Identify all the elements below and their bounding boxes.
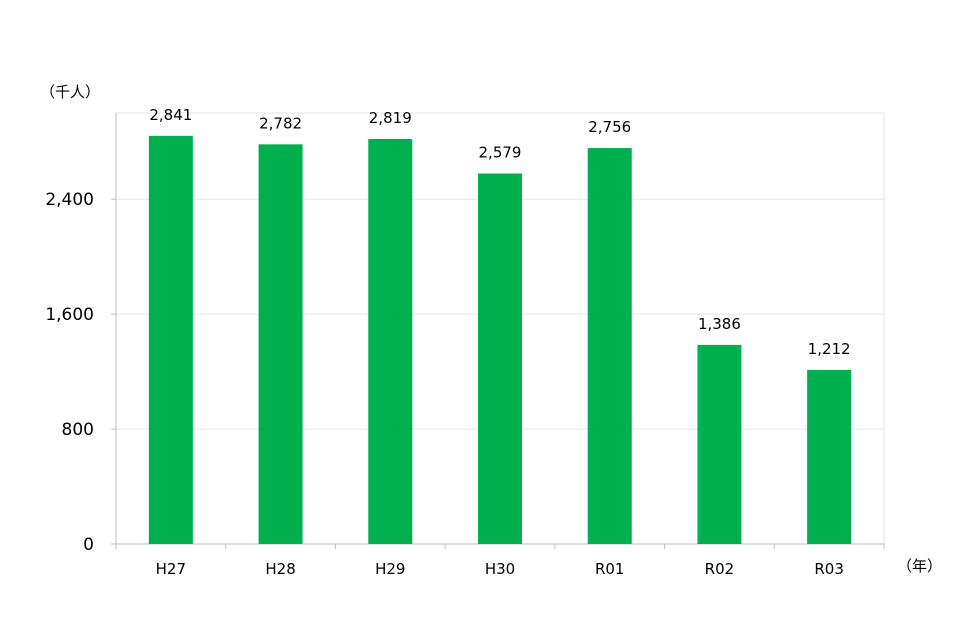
x-tick-label: R01 bbox=[595, 560, 625, 578]
bar-h29 bbox=[368, 139, 413, 544]
y-unit-label: （千人） bbox=[40, 83, 100, 101]
y-tick-label: 1,600 bbox=[45, 305, 94, 325]
data-label: 2,756 bbox=[588, 118, 631, 136]
data-label: 2,782 bbox=[259, 114, 302, 132]
x-tick-label: H30 bbox=[485, 560, 515, 578]
bar-h27 bbox=[148, 135, 193, 544]
x-tick-label: R03 bbox=[814, 560, 844, 578]
bars bbox=[148, 135, 852, 544]
y-tick-label: 0 bbox=[83, 535, 94, 555]
data-label: 2,819 bbox=[369, 109, 412, 127]
labels: 0 800 1,600 2,400 2,841 H27 2,782 H28 2,819 H29 2,… bbox=[45, 106, 850, 578]
x-unit-label: （年） bbox=[897, 557, 942, 575]
data-label: 1,212 bbox=[808, 340, 851, 358]
bar-r02 bbox=[697, 344, 742, 544]
x-tick-label: H27 bbox=[156, 560, 186, 578]
y-tick-label: 800 bbox=[62, 420, 94, 440]
y-tick-label: 2,400 bbox=[45, 190, 94, 210]
bar-h28 bbox=[258, 144, 303, 544]
bar-r01 bbox=[587, 148, 632, 544]
data-label: 2,841 bbox=[149, 106, 192, 124]
data-label: 1,386 bbox=[698, 315, 741, 333]
bar-h30 bbox=[478, 173, 522, 544]
x-tick-label: R02 bbox=[705, 560, 735, 578]
x-tick-label: H29 bbox=[375, 560, 405, 578]
x-tick-label: H28 bbox=[265, 560, 295, 578]
bar-r03 bbox=[807, 369, 852, 544]
data-label: 2,579 bbox=[479, 143, 522, 161]
